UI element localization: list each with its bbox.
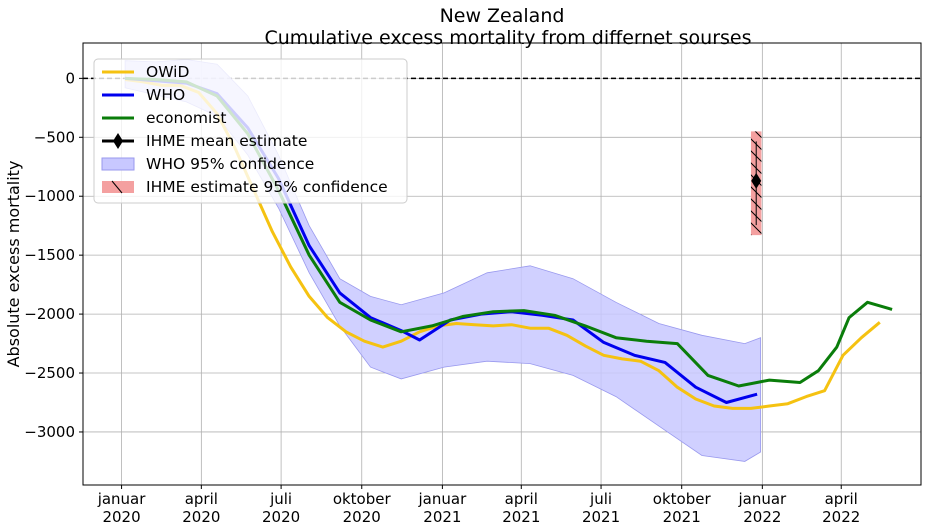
y-tick-label: −3000 [24,423,75,441]
y-tick-label: −500 [34,128,75,146]
x-tick-label-month: juli [589,490,612,508]
chart-title: New Zealand [440,5,565,27]
x-tick-label-month: april [505,490,538,508]
legend-label: IHME estimate 95% confidence [146,178,388,196]
x-tick-label-year: 2021 [423,508,461,526]
x-tick-label-month: oktober [333,490,392,508]
x-tick-label-year: 2022 [743,508,781,526]
ihme-mean-marker [751,172,762,189]
x-tick-label-year: 2020 [102,508,140,526]
who-confidence-band [124,59,761,462]
legend-label: WHO [146,86,185,104]
x-tick-label-month: oktober [653,490,712,508]
legend-box [93,58,408,204]
y-axis-label: Absolute excess mortality [4,161,23,368]
x-tick-label-year: 2022 [822,508,860,526]
x-tick-label-month: januar [97,490,147,508]
y-tick-label: −1500 [24,246,75,264]
y-tick-label: 0 [65,69,75,87]
legend-swatch-hatch [102,181,134,193]
legend-swatch-diamond [113,133,123,149]
y-tick-label: −1000 [24,187,75,205]
x-tick-label-year: 2021 [663,508,701,526]
x-tick-label-year: 2021 [582,508,620,526]
y-axis: 0 −500 −1000 −1500 −2000 −2500 −3000 [24,69,83,441]
legend-label: IHME mean estimate [146,132,307,150]
x-tick-label-month: april [185,490,218,508]
x-tick-label-year: 2020 [343,508,381,526]
plot-frame [82,42,922,486]
legend-label: WHO 95% confidence [146,155,314,173]
x-tick-label-month: januar [418,490,468,508]
y-tick-label: −2500 [24,364,75,382]
chart-subtitle: Cumulative excess mortality from differn… [265,27,752,49]
x-axis: januar2020april2020juli2020oktober2020ja… [97,485,860,526]
x-tick-label-month: januar [737,490,787,508]
legend: OWiD WHO economist IHME mean estimate WHO 95… [93,58,408,204]
x-tick-label-year: 2021 [502,508,540,526]
legend-swatch-patch [101,157,135,171]
x-tick-label-month: april [825,490,858,508]
legend-label: economist [146,109,226,127]
x-tick-label-year: 2020 [262,508,300,526]
x-tick-label-month: juli [269,490,292,508]
y-tick-label: −2000 [24,305,75,323]
x-tick-label-year: 2020 [182,508,220,526]
legend-label: OWiD [146,63,189,81]
legend-swatch-hatch-stroke [111,180,123,194]
